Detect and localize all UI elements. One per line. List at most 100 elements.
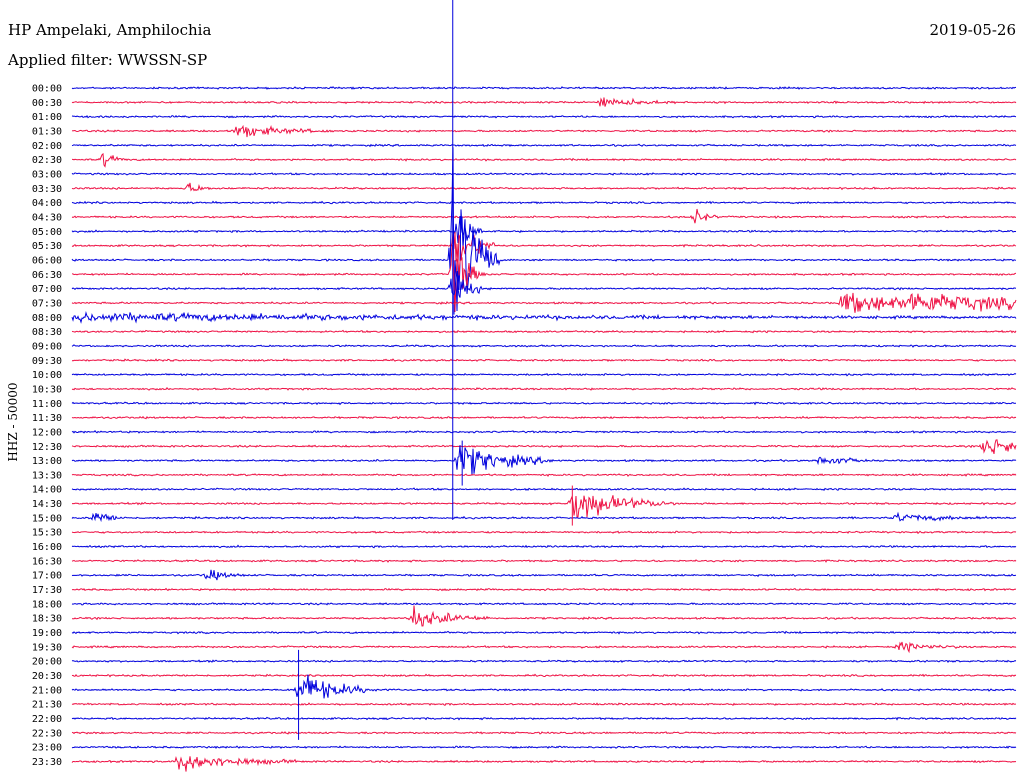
row-time-label: 14:30	[32, 499, 62, 510]
row-time-label: 03:30	[32, 184, 62, 195]
row-time-label: 10:00	[32, 370, 62, 381]
seismic-trace	[71, 716, 1017, 721]
row-time-label: 21:30	[32, 700, 62, 711]
seismic-trace	[71, 208, 1017, 224]
row-time-label: 14:00	[32, 485, 62, 496]
row-time-label: 06:30	[32, 270, 62, 281]
row-time-label: 06:00	[32, 255, 62, 266]
seismic-trace	[71, 659, 1017, 664]
seismic-trace	[71, 756, 1017, 772]
filter-label: Applied filter: WWSSN-SP	[8, 51, 208, 69]
row-time-label: 11:30	[32, 413, 62, 424]
row-time-label: 05:00	[32, 227, 62, 238]
row-time-label: 19:30	[32, 642, 62, 653]
seismic-trace	[71, 530, 1017, 535]
seismic-trace	[71, 445, 1017, 476]
row-time-label: 02:00	[32, 141, 62, 152]
row-time-label: 21:00	[32, 685, 62, 696]
seismic-trace	[71, 372, 1017, 377]
row-time-label: 12:30	[32, 442, 62, 453]
seismic-trace	[71, 487, 1017, 492]
row-time-label: 08:00	[32, 313, 62, 324]
seismic-trace	[71, 172, 1016, 176]
row-time-label: 22:00	[32, 714, 62, 725]
seismic-trace	[71, 311, 1017, 324]
row-time-label: 07:30	[32, 298, 62, 309]
row-time-label: 22:30	[32, 728, 62, 739]
station-title: HP Ampelaki, Amphilochia	[8, 21, 212, 39]
seismic-trace	[71, 115, 1017, 119]
seismic-trace	[71, 559, 1017, 563]
row-time-label: 15:30	[32, 528, 62, 539]
seismic-trace	[71, 674, 1017, 699]
seismic-trace	[71, 124, 1017, 138]
row-time-label: 16:30	[32, 556, 62, 567]
seismic-trace	[71, 97, 1017, 107]
row-time-label: 10:30	[32, 384, 62, 395]
seismic-trace	[71, 182, 1017, 192]
row-time-label: 07:00	[32, 284, 62, 295]
row-time-label: 02:30	[32, 155, 62, 166]
seismic-trace	[71, 329, 1017, 334]
seismic-trace	[71, 344, 1017, 348]
seismic-trace	[71, 494, 1017, 518]
seismic-trace	[71, 602, 1017, 606]
row-time-label: 19:00	[32, 628, 62, 639]
seismic-trace	[71, 569, 1017, 581]
row-time-label: 23:00	[32, 743, 62, 754]
row-time-label: 18:30	[32, 614, 62, 625]
seismic-trace	[71, 731, 1017, 735]
row-time-label: 00:30	[32, 98, 62, 109]
seismic-trace	[71, 641, 1017, 654]
seismic-trace	[72, 244, 1017, 313]
seismic-trace	[71, 271, 1017, 298]
seismic-trace	[71, 231, 1017, 265]
row-time-label: 20:00	[32, 657, 62, 668]
row-time-label: 01:00	[32, 112, 62, 123]
seismic-trace	[71, 673, 1017, 678]
seismic-trace	[71, 401, 1017, 406]
seismic-trace	[71, 143, 1017, 148]
seismic-trace	[71, 147, 1017, 315]
row-time-label: 04:30	[32, 212, 62, 223]
row-time-label: 09:00	[32, 341, 62, 352]
row-time-label: 18:00	[32, 599, 62, 610]
seismic-trace	[71, 544, 1017, 549]
row-time-label: 16:00	[32, 542, 62, 553]
row-time-label: 08:30	[32, 327, 62, 338]
row-time-label: 00:00	[32, 84, 62, 95]
seismic-trace	[71, 511, 1017, 523]
seismic-trace	[71, 415, 1017, 420]
seismic-trace	[71, 430, 1017, 434]
row-time-label: 13:30	[32, 470, 62, 481]
seismic-trace	[71, 200, 1016, 205]
row-time-label: 01:30	[32, 126, 62, 137]
date-label: 2019-05-26	[929, 21, 1016, 39]
row-time-label: 23:30	[32, 757, 62, 768]
row-time-label: 17:00	[32, 571, 62, 582]
seismic-trace	[71, 386, 1016, 391]
row-time-label: 17:30	[32, 585, 62, 596]
seismic-trace	[71, 473, 1017, 478]
seismic-trace	[71, 215, 1017, 249]
seismic-trace	[71, 587, 1017, 592]
seismic-trace	[72, 152, 1017, 168]
row-time-label: 09:30	[32, 356, 62, 367]
row-time-label: 15:00	[32, 513, 62, 524]
row-time-label: 04:00	[32, 198, 62, 209]
seismic-trace	[71, 745, 1017, 750]
row-time-label: 11:00	[32, 399, 62, 410]
row-time-label: 13:00	[32, 456, 62, 467]
seismic-trace	[71, 605, 1017, 627]
seismic-trace	[71, 439, 1017, 455]
seismic-trace	[71, 630, 1017, 635]
row-time-label: 12:00	[32, 427, 62, 438]
seismic-trace	[71, 86, 1017, 90]
row-time-label: 05:30	[32, 241, 62, 252]
row-time-label: 03:00	[32, 169, 62, 180]
seismic-trace	[71, 358, 1017, 362]
seismic-trace	[71, 702, 1016, 707]
row-time-label: 20:30	[32, 671, 62, 682]
seismic-trace	[71, 292, 1017, 313]
